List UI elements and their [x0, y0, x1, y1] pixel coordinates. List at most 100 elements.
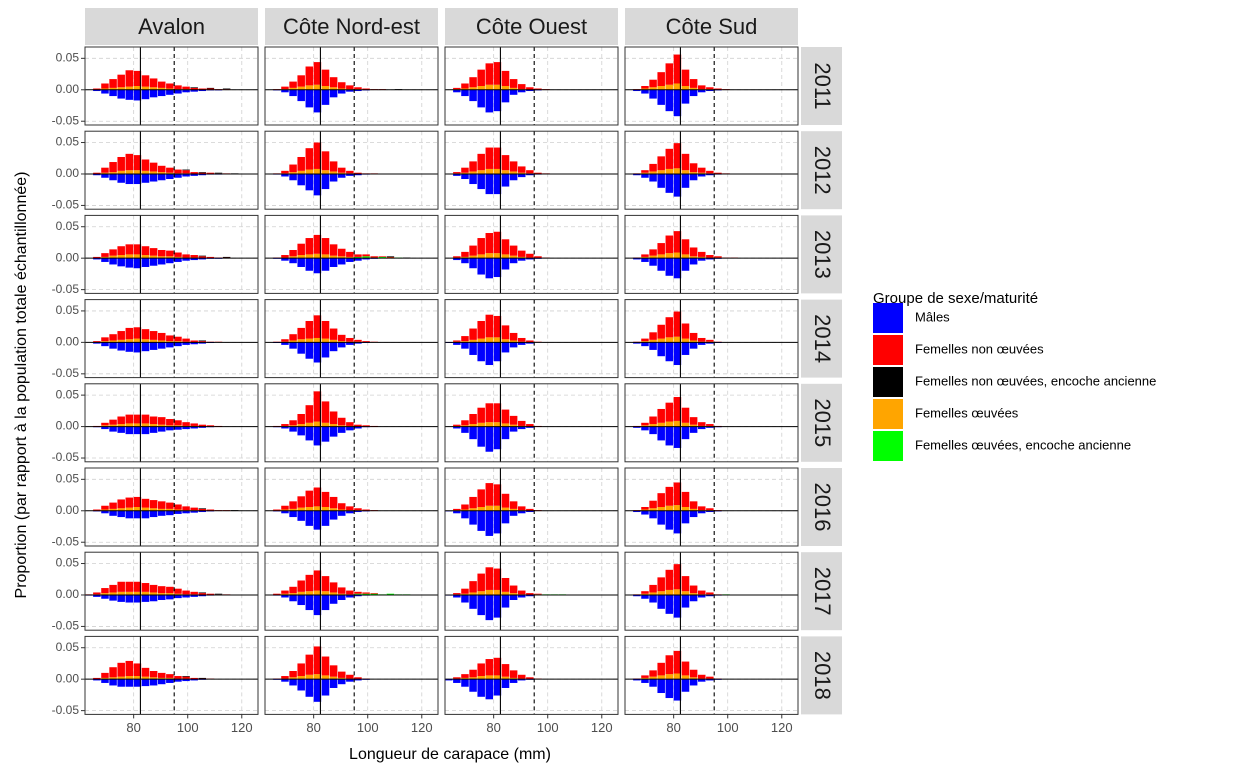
bar-segment: [461, 256, 469, 259]
bar-segment: [477, 320, 485, 339]
bar-segment: [166, 167, 174, 173]
bar-segment: [641, 89, 649, 94]
bar-segment: [141, 159, 150, 171]
bar-segment: [681, 173, 690, 188]
x-tick-label: 80: [306, 720, 320, 735]
bar-segment: [182, 254, 190, 258]
bar-segment: [321, 401, 330, 423]
panel-border: [624, 551, 799, 631]
bar-segment: [337, 679, 346, 685]
bar-segment: [493, 337, 502, 343]
bar-segment: [706, 173, 714, 176]
facet-row-label: 2014: [810, 314, 835, 363]
bar-segment: [313, 590, 322, 595]
bar-segment: [346, 679, 354, 682]
panel: [624, 551, 799, 631]
bar-segment: [133, 86, 142, 90]
bar-segment: [141, 258, 150, 267]
bar-segment: [386, 256, 395, 257]
bar-segment: [125, 173, 134, 185]
legend-label: Femelles non œuvées: [915, 341, 1044, 356]
y-tick-label: 0.05: [56, 387, 80, 401]
bar-segment: [289, 81, 297, 88]
bar-segment: [149, 584, 158, 593]
bar-segment: [174, 676, 182, 679]
bar-segment: [706, 89, 714, 92]
bar-segment: [141, 173, 150, 183]
facet-column-label: Côte Ouest: [476, 14, 587, 39]
bar-segment: [501, 594, 510, 608]
bar-segment: [313, 679, 322, 702]
bar-segment: [297, 591, 305, 595]
y-tick-label: -0.05: [52, 198, 80, 212]
bar-segment: [166, 89, 174, 95]
bar-segment: [370, 593, 378, 595]
bar-segment: [493, 484, 502, 506]
facet-strip: [801, 636, 842, 715]
bar-segment: [149, 670, 158, 678]
bar-segment: [493, 675, 502, 680]
panel-border: [264, 635, 439, 715]
bar-segment: [133, 254, 142, 259]
bar-segment: [337, 593, 346, 595]
bar-segment: [517, 172, 526, 174]
bar-segment: [313, 84, 322, 90]
bar-segment: [706, 508, 714, 511]
bar-segment: [493, 589, 502, 595]
bar-segment: [469, 87, 477, 90]
bar-segment: [346, 170, 354, 174]
bar-segment: [190, 594, 198, 597]
bar-segment: [337, 82, 346, 89]
bar-segment: [109, 334, 117, 341]
bar-segment: [313, 342, 322, 363]
panel: [264, 383, 439, 463]
bar-segment: [641, 591, 649, 594]
bar-segment: [501, 70, 510, 86]
bar-segment: [190, 89, 198, 92]
bar-segment: [681, 661, 690, 676]
bar-segment: [337, 258, 346, 265]
bar-segment: [305, 674, 314, 680]
bar-segment: [329, 161, 338, 172]
bar-segment: [641, 172, 649, 174]
bar-segment: [198, 508, 207, 509]
bar-segment: [166, 83, 174, 89]
y-tick-label: 0.05: [56, 219, 80, 233]
bar-segment: [190, 510, 198, 513]
bar-segment: [157, 256, 166, 259]
bar-segment: [673, 252, 682, 259]
bar-segment: [501, 679, 510, 688]
bar-segment: [198, 89, 207, 92]
bar-segment: [297, 170, 305, 174]
bar-segment: [362, 256, 370, 258]
bar-segment: [166, 508, 174, 511]
panel: [84, 299, 259, 379]
bar-segment: [346, 173, 354, 176]
bar-segment: [706, 679, 714, 681]
bar-segment: [133, 170, 142, 174]
bar-segment: [706, 424, 714, 426]
panel-border: [264, 299, 439, 379]
bar-segment: [649, 87, 657, 90]
panel-border: [444, 551, 619, 631]
bar-segment: [313, 168, 322, 174]
bar-segment: [174, 342, 182, 347]
bar-segment: [157, 508, 166, 511]
panel-border: [84, 46, 259, 126]
bar-segment: [141, 679, 150, 687]
panel-border: [444, 467, 619, 547]
bar-segment: [313, 510, 322, 530]
bar-segment: [485, 505, 494, 511]
bar-segment: [281, 426, 289, 429]
bar-segment: [101, 594, 109, 599]
bar-segment: [289, 586, 297, 594]
bar-segment: [346, 85, 354, 90]
bar-segment: [453, 87, 461, 90]
bar-segment: [509, 424, 518, 427]
bar-segment: [517, 84, 526, 90]
bar-segment: [469, 581, 477, 593]
bar-segment: [657, 170, 665, 174]
bar-segment: [166, 679, 174, 683]
facet-strip: [801, 299, 842, 378]
panel: [264, 551, 439, 631]
